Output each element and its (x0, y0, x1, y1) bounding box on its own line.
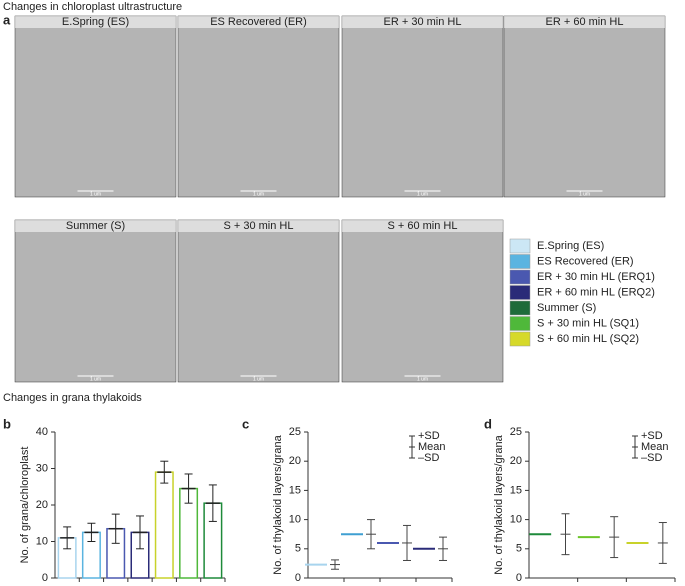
image-title: ER + 30 min HL (384, 16, 462, 28)
y-tick-label: 10 (510, 514, 522, 526)
legend-entry: ES Recovered (ER) (537, 255, 634, 267)
key-label: +SD (418, 430, 440, 442)
key-label: –SD (641, 452, 662, 464)
panel-label: c (242, 416, 249, 431)
micrograph (177, 219, 340, 383)
scale-label: 1 um (253, 376, 264, 382)
y-tick-label: 10 (289, 514, 301, 526)
panel-label: b (3, 416, 11, 431)
key-label: Mean (641, 441, 669, 453)
micrograph (14, 15, 177, 198)
y-tick-label: 0 (295, 572, 301, 584)
legend-entry: Summer (S) (537, 302, 596, 314)
scale-label: 1 um (417, 376, 428, 382)
title-band (342, 16, 503, 28)
legend-swatch (509, 285, 531, 300)
micrograph (503, 15, 666, 198)
y-tick-label: 20 (289, 455, 301, 467)
legend-swatch (509, 238, 531, 254)
y-axis-label: No. of thylakoid layers/grana (272, 434, 284, 574)
legend-swatch (509, 331, 531, 347)
title-band (342, 220, 503, 232)
image-title: Summer (S) (66, 220, 125, 232)
image-title: S + 30 min HL (223, 220, 293, 232)
y-tick-label: 25 (510, 426, 522, 438)
micrograph (177, 15, 340, 198)
key-label: –SD (418, 452, 439, 464)
legend-entry: S + 30 min HL (SQ1) (537, 317, 639, 329)
scale-label: 1 um (253, 191, 264, 197)
y-axis-label: No. of grana/chloroplast (19, 447, 31, 564)
y-tick-label: 10 (36, 535, 48, 547)
legend-entry: S + 60 min HL (SQ2) (537, 333, 639, 345)
y-tick-label: 20 (510, 455, 522, 467)
legend-swatch (509, 300, 531, 316)
micrograph (341, 219, 504, 383)
y-tick-label: 0 (516, 572, 522, 584)
title-band (178, 220, 339, 232)
title-band (15, 220, 176, 232)
y-tick-label: 0 (42, 572, 48, 584)
section-title: Changes in grana thylakoids (3, 392, 142, 404)
panel-label: a (3, 12, 11, 27)
y-axis-label: No. of thylakoid layers/grana (493, 434, 505, 574)
scale-label: 1 um (90, 376, 101, 382)
title-band (178, 16, 339, 28)
scale-label: 1 um (417, 191, 428, 197)
key-label: Mean (418, 441, 446, 453)
scale-label: 1 um (579, 191, 590, 197)
legend-swatch (509, 269, 531, 285)
legend-swatch (509, 254, 531, 269)
legend-swatch (509, 316, 531, 331)
y-tick-label: 30 (36, 462, 48, 474)
scale-label: 1 um (90, 191, 101, 197)
y-tick-label: 5 (516, 543, 522, 555)
y-tick-label: 5 (295, 543, 301, 555)
legend-entry: ER + 60 min HL (ERQ2) (537, 286, 655, 298)
image-title: S + 60 min HL (387, 220, 457, 232)
micrograph (14, 219, 177, 383)
title-band (504, 16, 665, 28)
micrograph (341, 15, 504, 198)
key-label: +SD (641, 430, 663, 442)
title-band (15, 16, 176, 28)
y-tick-label: 15 (510, 484, 522, 496)
image-title: ER + 60 min HL (546, 16, 624, 28)
legend-box (504, 220, 666, 382)
y-tick-label: 25 (289, 426, 301, 438)
y-tick-label: 20 (36, 499, 48, 511)
legend-entry: E.Spring (ES) (537, 240, 604, 252)
bar (154, 471, 174, 579)
y-tick-label: 15 (289, 484, 301, 496)
legend-entry: ER + 30 min HL (ERQ1) (537, 271, 655, 283)
panel-label: d (484, 416, 492, 431)
panel-a-title: Changes in chloroplast ultrastructure (3, 1, 182, 13)
image-title: E.Spring (ES) (62, 16, 129, 28)
y-tick-label: 40 (36, 426, 48, 438)
image-title: ES Recovered (ER) (210, 16, 307, 28)
